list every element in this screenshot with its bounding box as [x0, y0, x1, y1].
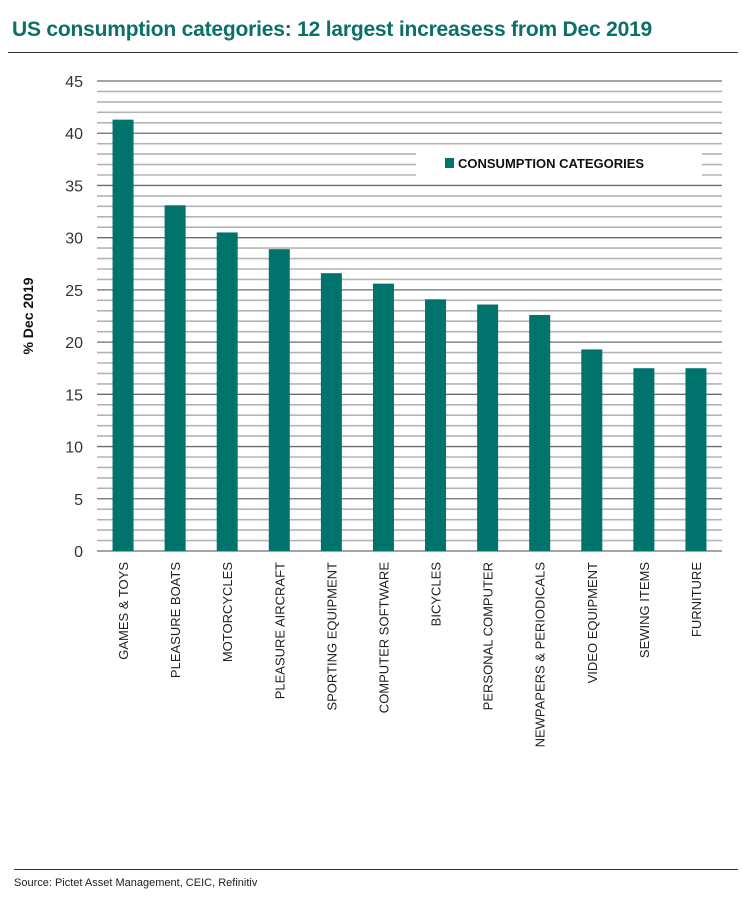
legend-swatch: [445, 158, 454, 168]
bar: [477, 304, 499, 551]
bar: [216, 232, 238, 551]
x-tick-label: NEWPAPERS & PERIODICALS: [533, 562, 548, 748]
legend: CONSUMPTION CATEGORIES: [416, 148, 702, 180]
y-tick-label: 30: [65, 231, 83, 248]
title-divider: [8, 52, 738, 53]
x-tick-label: PLEASURE BOATS: [168, 562, 183, 678]
bar: [320, 273, 342, 551]
x-tick-label: MOTORCYCLES: [220, 562, 235, 662]
y-tick-labels: 0 5 10 15 20 25 30 35 40 45: [65, 74, 83, 561]
x-tick-label: PLEASURE AIRCRAFT: [272, 562, 287, 699]
bar: [685, 368, 707, 551]
legend-label: CONSUMPTION CATEGORIES: [458, 156, 644, 171]
bar: [372, 283, 394, 551]
y-tick-label: 40: [65, 126, 83, 143]
y-tick-label: 20: [65, 335, 83, 352]
bar: [425, 299, 447, 551]
bar: [529, 314, 551, 551]
y-tick-label: 45: [65, 74, 83, 91]
footer-divider: [14, 869, 738, 870]
legend-background: [416, 148, 702, 180]
x-tick-label: SEWING ITEMS: [637, 562, 652, 658]
bar: [112, 119, 134, 552]
bars: [112, 119, 707, 552]
y-axis-label: % Dec 2019: [20, 277, 36, 354]
bar: [164, 205, 186, 552]
bar: [268, 249, 290, 551]
y-tick-label: 15: [65, 387, 83, 404]
y-tick-label: 5: [74, 492, 83, 509]
x-tick-label: VIDEO EQUIPMENT: [585, 562, 600, 683]
y-tick-label: 25: [65, 283, 83, 300]
y-tick-label: 10: [65, 440, 83, 457]
x-tick-label: SPORTING EQUIPMENT: [324, 562, 339, 711]
x-tick-label: FURNITURE: [689, 562, 704, 637]
y-tick-label: 0: [74, 544, 83, 561]
bar: [633, 368, 655, 551]
x-tick-label: BICYCLES: [429, 562, 444, 627]
bar: [581, 349, 603, 551]
x-tick-label: COMPUTER SOFTWARE: [376, 562, 391, 714]
chart-title: US consumption categories: 12 largest in…: [12, 18, 653, 41]
y-tick-label: 35: [65, 178, 83, 195]
x-tick-label: PERSONAL COMPUTER: [481, 562, 496, 710]
source-note: Source: Pictet Asset Management, CEIC, R…: [14, 877, 258, 889]
x-tick-label: GAMES & TOYS: [116, 562, 131, 660]
x-tick-labels: GAMES & TOYS PLEASURE BOATS MOTORCYCLES PLE…: [116, 562, 704, 748]
